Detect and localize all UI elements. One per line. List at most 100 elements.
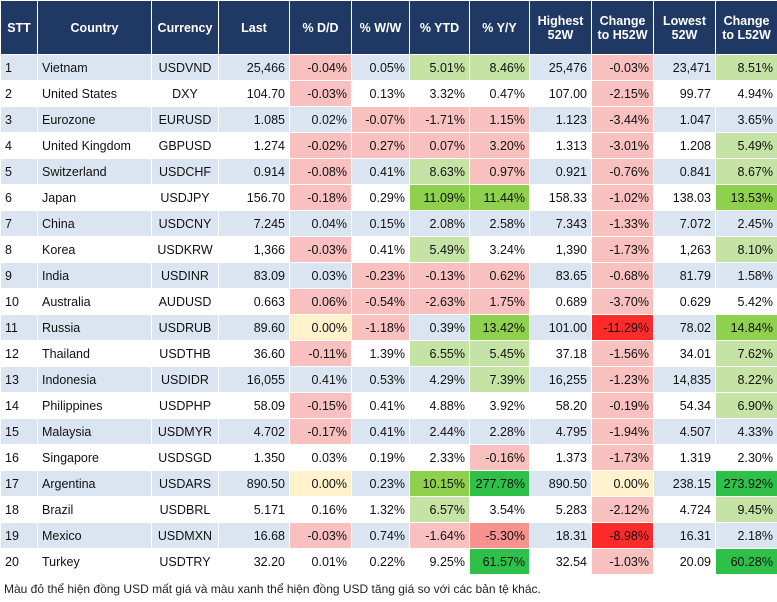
table-cell: -0.17% [289,418,352,445]
table-cell: 20 [0,548,38,575]
table-cell: 4.88% [409,392,470,419]
table-cell: 7 [0,210,38,237]
table-cell: USDPHP [151,392,219,419]
table-cell: -0.54% [351,288,410,315]
table-cell: China [37,210,152,237]
table-cell: 6.90% [715,392,777,419]
table-cell: 1.208 [653,132,716,159]
table-cell: -8.98% [591,522,654,549]
table-cell: 8.63% [409,158,470,185]
table-cell: -2.63% [409,288,470,315]
table-cell: -1.64% [409,522,470,549]
table-cell: -0.18% [289,184,352,211]
table-cell: 14.84% [715,314,777,341]
table-cell: 0.02% [289,106,352,133]
table-cell: 6.57% [409,496,470,523]
table-row: 5 Switzerland USDCHF 0.914 -0.08% 0.41% 8.63% 0… [0,158,777,185]
table-cell: 1.319 [653,444,716,471]
table-cell: 104.70 [218,80,290,107]
table-cell: 0.22% [351,548,410,575]
table-cell: 1.32% [351,496,410,523]
table-cell: 23,471 [653,54,716,81]
column-header: Currency [151,0,219,55]
table-cell: 0.15% [351,210,410,237]
table-cell: 1.123 [529,106,592,133]
table-cell: -5.30% [469,522,530,549]
table-cell: -1.18% [351,314,410,341]
column-header: Change to L52W [715,0,777,55]
table-cell: 2.33% [409,444,470,471]
table-cell: 5 [0,158,38,185]
table-cell: 25,476 [529,54,592,81]
table-cell: USDARS [151,470,219,497]
table-cell: USDSGD [151,444,219,471]
table-cell: 2.58% [469,210,530,237]
column-header: Lowest 52W [653,0,716,55]
table-cell: 7.39% [469,366,530,393]
table-cell: -0.19% [591,392,654,419]
table-cell: 1.15% [469,106,530,133]
table-cell: 18.31 [529,522,592,549]
table-cell: -0.07% [351,106,410,133]
table-cell: 4.29% [409,366,470,393]
table-cell: USDBRL [151,496,219,523]
table-cell: USDCNY [151,210,219,237]
table-cell: 0.41% [351,418,410,445]
table-cell: 8.46% [469,54,530,81]
table-cell: 18 [0,496,38,523]
table-cell: 4.795 [529,418,592,445]
table-cell: -1.03% [591,548,654,575]
table-row: 6 Japan USDJPY 156.70 -0.18% 0.29% 11.09% 11.44… [0,184,777,211]
column-header: Change to H52W [591,0,654,55]
table-cell: 2.44% [409,418,470,445]
table-cell: 1.75% [469,288,530,315]
table-row: 3 Eurozone EURUSD 1.085 0.02% -0.07% -1.71% 1.1… [0,106,777,133]
table-cell: 16.68 [218,522,290,549]
table-cell: 10.15% [409,470,470,497]
table-cell: 138.03 [653,184,716,211]
table-cell: 81.79 [653,262,716,289]
table-cell: 1.313 [529,132,592,159]
table-row: 20 Turkey USDTRY 32.20 0.01% 0.22% 9.25% 61.57%… [0,548,777,575]
table-cell: 0.47% [469,80,530,107]
table-cell: 8.22% [715,366,777,393]
table-cell: Japan [37,184,152,211]
table-cell: 890.50 [218,470,290,497]
table-cell: 34.01 [653,340,716,367]
table-cell: 0.629 [653,288,716,315]
table-cell: 37.18 [529,340,592,367]
table-cell: 4.507 [653,418,716,445]
table-cell: 890.50 [529,470,592,497]
table-cell: 9 [0,262,38,289]
table-cell: Indonesia [37,366,152,393]
column-header: % Y/Y [469,0,530,55]
table-cell: 14,835 [653,366,716,393]
table-cell: 14 [0,392,38,419]
table-cell: 15 [0,418,38,445]
table-cell: 13.53% [715,184,777,211]
table-cell: Argentina [37,470,152,497]
table-cell: -0.03% [289,522,352,549]
table-cell: -0.02% [289,132,352,159]
table-cell: 0.19% [351,444,410,471]
table-cell: 0.23% [351,470,410,497]
table-cell: 3.24% [469,236,530,263]
table-cell: 4.94% [715,80,777,107]
table-cell: 5.171 [218,496,290,523]
table-row: 15 Malaysia USDMYR 4.702 -0.17% 0.41% 2.44% 2.2… [0,418,777,445]
table-cell: -0.15% [289,392,352,419]
table-cell: 11 [0,314,38,341]
table-cell: Brazil [37,496,152,523]
table-cell: 0.29% [351,184,410,211]
table-row: 18 Brazil USDBRL 5.171 0.16% 1.32% 6.57% 3.54% 5… [0,496,777,523]
table-cell: -2.15% [591,80,654,107]
table-cell: 4.724 [653,496,716,523]
table-cell: 0.03% [289,444,352,471]
table-cell: India [37,262,152,289]
table-cell: 2.18% [715,522,777,549]
table-row: 7 China USDCNY 7.245 0.04% 0.15% 2.08% 2.58% 7.3… [0,210,777,237]
table-cell: -1.02% [591,184,654,211]
table-cell: 0.05% [351,54,410,81]
table-cell: 3.92% [469,392,530,419]
table-cell: USDKRW [151,236,219,263]
